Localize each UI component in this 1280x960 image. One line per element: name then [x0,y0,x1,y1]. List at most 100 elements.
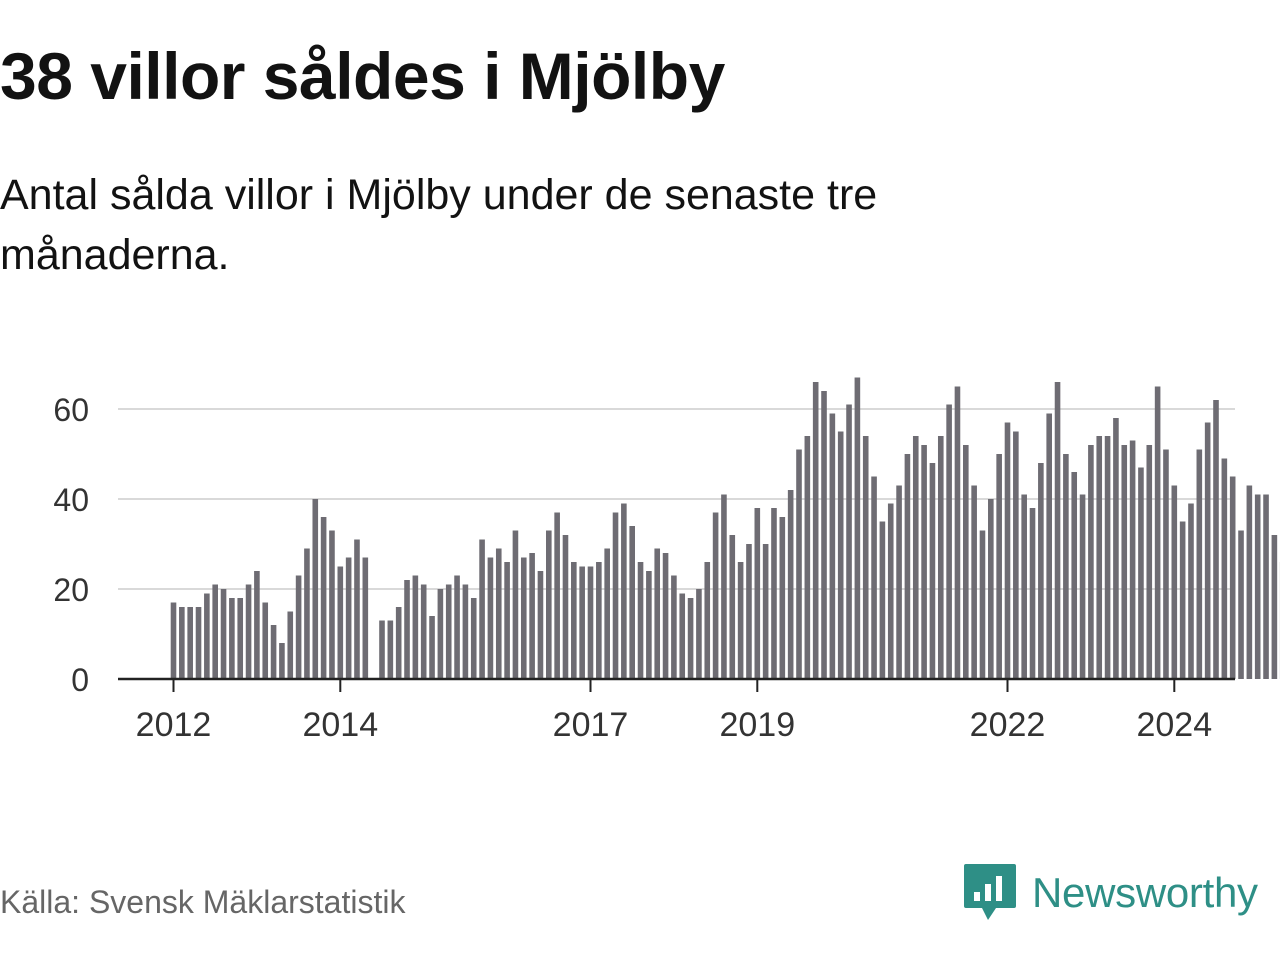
bar [896,485,902,679]
bar [295,575,302,679]
bar [554,512,560,679]
newsworthy-logo-icon [964,864,1016,920]
bar [1171,485,1178,679]
x-tick-label: 2024 [1136,706,1212,744]
bar [1163,449,1169,679]
bar [462,584,469,679]
x-tick-label: 2017 [553,706,629,744]
bar [204,593,210,679]
bar [687,598,694,679]
bar [871,476,877,679]
bar [279,643,285,679]
chart-title: 38 villor såldes i Mjölby [0,39,725,113]
bar [1121,445,1128,679]
bar [170,602,177,679]
bar [596,562,602,679]
bar-chart: 020406020122014201720192022202438 [53,377,1280,744]
bar [345,557,352,679]
bar [420,584,427,679]
bar [195,607,202,679]
bar [937,436,944,679]
brand-name: Newsworthy [1032,869,1258,916]
bar [1179,521,1186,679]
bar [445,584,452,679]
bar [1254,494,1261,679]
bar [270,625,277,679]
x-tick-label: 2019 [719,706,795,744]
bar [829,413,836,679]
labels: 020406020122014201720192022202438 [53,392,1212,744]
bar [546,530,552,679]
bar [671,575,677,679]
bar [696,589,702,679]
bar [387,620,394,679]
bar [454,575,460,679]
bar [1146,445,1153,679]
bar [604,548,610,679]
bar [1071,472,1078,679]
bar [320,517,327,679]
bar [1188,503,1194,679]
bar [771,508,777,679]
bar [1213,400,1219,679]
bar [1046,413,1052,679]
bar [304,548,310,679]
bar [612,512,619,679]
bar [821,391,827,679]
bar [1096,436,1103,679]
bar [1104,436,1111,679]
y-tick-label: 40 [53,482,89,518]
bar [1238,530,1244,679]
bar [404,580,410,679]
bar [220,589,227,679]
bar [996,454,1002,679]
bar [737,562,744,679]
bar [746,544,752,679]
bar [721,494,727,679]
bar [846,404,852,679]
bar [1129,440,1136,679]
bar [529,553,535,679]
bar [887,503,894,679]
bar [229,598,235,679]
bar [804,436,811,679]
bar [1263,494,1269,679]
bar [754,508,761,679]
bar [429,616,435,679]
bar [679,593,686,679]
bar [487,557,494,679]
bar [362,557,369,679]
bar [437,589,444,679]
bar [395,607,402,679]
bar [337,566,344,679]
bar [787,490,794,679]
bar [1221,458,1228,679]
bar [1079,494,1086,679]
bar [879,521,886,679]
bar [971,485,977,679]
bar [504,562,510,679]
chart-subtitle: Antal sålda villor i Mjölby under de sen… [0,171,878,279]
bar [1138,467,1144,679]
bar [1229,476,1236,679]
bar [312,499,319,679]
bar [946,404,952,679]
bar [637,562,644,679]
bar [1021,494,1027,679]
bar [1196,449,1203,679]
bar [212,584,218,679]
bar [729,535,736,679]
brand-logo[interactable]: Newsworthy [962,862,1258,924]
bar [1246,485,1253,679]
bar [912,436,919,679]
bar [812,382,819,679]
bar [187,607,193,679]
bar [329,530,335,679]
bar [854,377,861,679]
bar [954,386,961,679]
bar [1088,445,1094,679]
x-tick-label: 2022 [970,706,1046,744]
bar [1204,422,1211,679]
x-tick-label: 2014 [302,706,378,744]
bar [412,575,419,679]
